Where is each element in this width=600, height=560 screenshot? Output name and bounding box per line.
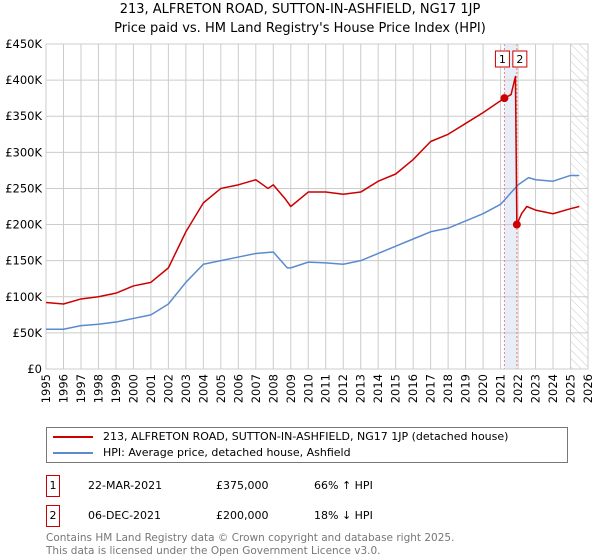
sale-point-1 [500, 94, 509, 103]
x-tick-label: 1998 [91, 374, 105, 403]
x-tick-label: 2022 [511, 374, 525, 403]
sale-date: 06-DEC-2021 [88, 509, 162, 522]
property-price-line [45, 75, 580, 305]
x-tick-label: 2018 [441, 374, 455, 403]
sale-point-2 [512, 220, 521, 229]
x-tick-label: 2001 [144, 374, 158, 403]
sale-period-shading [504, 44, 517, 369]
sale-label-box-1 [494, 50, 510, 68]
x-tick-label: 2015 [389, 374, 403, 403]
x-tick-label: 2004 [196, 374, 210, 403]
sale-row-2: 2 06-DEC-2021 £200,000 18% ↓ HPI [46, 505, 446, 527]
x-tick-label: 2011 [319, 374, 333, 403]
x-tick-label: 1995 [39, 374, 53, 403]
sale-date: 22-MAR-2021 [88, 479, 163, 492]
x-tick-label: 2006 [231, 374, 245, 403]
x-tick-label: 2023 [529, 374, 543, 403]
chart-subtitle: Price paid vs. HM Land Registry's House … [114, 21, 486, 36]
y-tick-label: £0 [27, 362, 42, 376]
x-tick-label: 2021 [494, 374, 508, 403]
legend: 213, ALFRETON ROAD, SUTTON-IN-ASHFIELD, … [46, 427, 568, 463]
y-tick-label: £150K [5, 254, 42, 268]
x-tick-label: 2000 [126, 374, 140, 403]
legend-red-line [53, 436, 93, 438]
legend-label-property: 213, ALFRETON ROAD, SUTTON-IN-ASHFIELD, … [103, 430, 509, 443]
x-tick-label: 2009 [284, 374, 298, 403]
sale-price: £200,000 [216, 509, 269, 522]
x-tick-label: 2007 [249, 374, 263, 403]
x-tick-label: 2008 [266, 374, 280, 403]
x-tick-label: 2005 [214, 374, 228, 403]
x-tick-label: 2013 [354, 374, 368, 403]
footer-licence: This data is licensed under the Open Gov… [46, 545, 381, 557]
x-tick-label: 2020 [476, 374, 490, 403]
x-tick-label: 2012 [336, 374, 350, 403]
footer-copyright: Contains HM Land Registry data © Crown c… [46, 532, 455, 544]
hpi-line [46, 174, 580, 331]
sale-marker-box: 2 [46, 505, 60, 527]
y-tick-label: £400K [5, 73, 42, 87]
x-tick-label: 1997 [74, 374, 88, 403]
sale-label-box-2 [512, 50, 528, 68]
x-tick-label: 2010 [301, 374, 315, 403]
y-tick-label: £300K [5, 145, 42, 159]
y-tick-label: £450K [5, 37, 42, 51]
sale-label-2: 2 [516, 53, 523, 66]
y-tick-label: £250K [5, 181, 42, 195]
x-tick-label: 2019 [459, 374, 473, 403]
sale-hpi-diff: 18% ↓ HPI [314, 509, 373, 522]
x-tick-label: 2002 [161, 374, 175, 403]
x-tick-label: 2003 [179, 374, 193, 403]
chart-title: 213, ALFRETON ROAD, SUTTON-IN-ASHFIELD, … [119, 2, 481, 17]
plot-area: 1995 1996 1997 1998 1999 2000 2001 2002 2003 2004… [5, 37, 595, 403]
y-tick-label: £350K [5, 109, 42, 123]
x-tick-label: 1999 [109, 374, 123, 403]
y-tick-label: £50K [13, 326, 43, 340]
sale-label-1: 1 [499, 53, 506, 66]
x-tick-label: 2024 [546, 374, 560, 403]
x-tick-label: 2017 [424, 374, 438, 403]
sale-row-1: 1 22-MAR-2021 £375,000 66% ↑ HPI [46, 475, 446, 497]
legend-label-hpi: HPI: Average price, detached house, Ashf… [103, 446, 351, 459]
x-tick-label: 2016 [406, 374, 420, 403]
y-tick-label: £200K [5, 218, 42, 232]
sale-marker-box: 1 [46, 475, 60, 497]
x-tick-label: 2014 [371, 374, 385, 403]
plot-border [45, 43, 589, 370]
legend-blue-line [53, 452, 93, 454]
x-tick-label: 2026 [581, 374, 595, 403]
x-tick-label: 2025 [564, 374, 578, 403]
sale-price: £375,000 [216, 479, 269, 492]
sale-hpi-diff: 66% ↑ HPI [314, 479, 373, 492]
x-tick-label: 1996 [56, 374, 70, 403]
y-tick-label: £100K [5, 290, 42, 304]
